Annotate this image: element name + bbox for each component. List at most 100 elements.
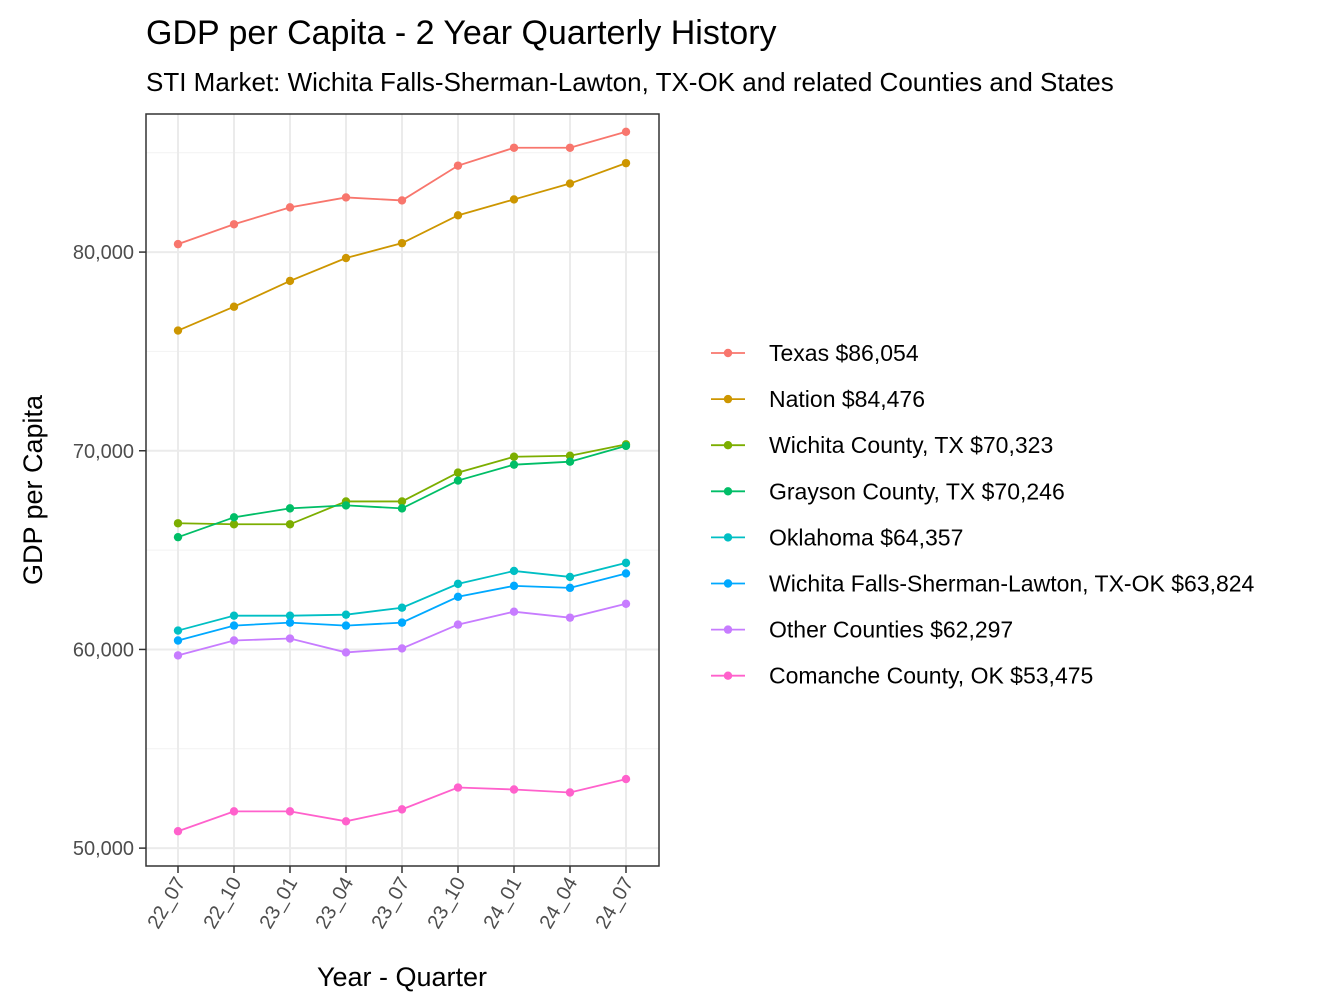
legend-label: Nation $84,476 — [769, 386, 925, 412]
data-point — [621, 774, 631, 784]
data-point — [397, 618, 407, 627]
y-tick-label: 50,000 — [73, 838, 134, 860]
data-point — [285, 807, 295, 816]
legend-entry: Wichita County, TX $70,323 — [711, 432, 1053, 458]
data-point — [565, 583, 575, 593]
legend-key-point — [723, 487, 733, 496]
legend-label: Texas $86,054 — [769, 340, 919, 366]
y-tick-label: 70,000 — [73, 441, 134, 463]
data-point — [173, 519, 183, 528]
legend-entry: Other Counties $62,297 — [711, 617, 1013, 643]
legend-entry: Wichita Falls-Sherman-Lawton, TX-OK $63,… — [711, 571, 1255, 597]
legend-key-point — [723, 441, 733, 450]
legend-entry: Oklahoma $64,357 — [711, 524, 963, 550]
x-tick-label: 22_07 — [143, 874, 190, 933]
data-point — [509, 143, 519, 152]
data-point — [621, 599, 631, 609]
data-point — [229, 513, 239, 522]
legend-key-point — [723, 533, 733, 542]
x-tick-label: 24_04 — [535, 874, 582, 933]
data-point — [341, 193, 351, 202]
legend-entry: Comanche County, OK $53,475 — [711, 663, 1093, 689]
data-point — [341, 648, 351, 657]
x-tick-label: 23_01 — [255, 874, 302, 933]
y-tick-label: 60,000 — [73, 639, 134, 661]
data-point — [453, 161, 463, 170]
legend-key-point — [723, 625, 733, 634]
data-point — [397, 504, 407, 513]
data-point — [565, 572, 575, 582]
data-point — [565, 451, 575, 460]
data-point — [285, 520, 295, 529]
data-point — [565, 457, 575, 466]
legend-key-point — [723, 348, 733, 358]
data-point — [285, 618, 295, 627]
data-point — [397, 497, 407, 506]
data-point — [229, 520, 239, 529]
data-point — [229, 636, 239, 645]
legend: Texas $86,054 Nation $84,476 Wichita Count… — [711, 340, 1255, 689]
plot-panel — [145, 113, 660, 867]
x-axis-title: Year - Quarter — [317, 962, 487, 992]
y-axis: 50,000 60,000 70,000 80,000 — [73, 242, 146, 860]
legend-entry: Grayson County, TX $70,246 — [711, 478, 1065, 504]
data-point — [285, 611, 295, 620]
chart-title: GDP per Capita - 2 Year Quarterly Histor… — [146, 14, 777, 52]
y-axis-title: GDP per Capita — [18, 394, 48, 585]
data-point — [397, 238, 407, 248]
data-point — [509, 452, 519, 461]
data-point — [229, 220, 239, 229]
series-4 — [173, 558, 631, 635]
data-point — [565, 179, 575, 188]
data-point — [341, 621, 351, 630]
x-tick-label: 24_01 — [479, 874, 526, 933]
legend-label: Grayson County, TX $70,246 — [769, 478, 1065, 504]
data-point — [285, 634, 295, 643]
x-tick-label: 24_07 — [591, 874, 638, 933]
legend-label: Wichita Falls-Sherman-Lawton, TX-OK $63,… — [769, 571, 1255, 597]
data-point — [397, 603, 407, 612]
data-point — [453, 211, 463, 220]
data-point — [173, 651, 183, 660]
x-tick-label: 22_10 — [199, 874, 246, 933]
data-point — [453, 620, 463, 629]
legend-key-point — [723, 579, 733, 588]
x-tick-label: 23_10 — [423, 874, 470, 933]
legend-label: Other Counties $62,297 — [769, 617, 1013, 643]
data-point — [341, 817, 351, 826]
data-point — [229, 621, 239, 630]
data-point — [173, 326, 183, 335]
data-point — [621, 441, 631, 451]
data-point — [621, 569, 631, 578]
data-point — [565, 613, 575, 622]
series-7 — [173, 774, 631, 836]
data-point — [229, 807, 239, 816]
data-point — [285, 504, 295, 513]
data-point — [621, 127, 631, 137]
data-point — [453, 468, 463, 477]
legend-entry: Nation $84,476 — [711, 386, 925, 412]
series-2 — [173, 440, 631, 529]
x-axis: 22_07 22_10 23_01 23_04 23_07 23_10 24_01 24_04… — [143, 866, 638, 933]
data-point — [397, 805, 407, 814]
grid-lines — [146, 114, 659, 866]
data-point — [285, 203, 295, 212]
data-point — [229, 302, 239, 311]
data-point — [453, 592, 463, 601]
legend-label: Wichita County, TX $70,323 — [769, 432, 1053, 458]
data-point — [285, 276, 295, 286]
legend-label: Oklahoma $64,357 — [769, 524, 963, 550]
data-point — [565, 143, 575, 152]
data-point — [173, 626, 183, 635]
x-tick-label: 23_07 — [367, 874, 414, 933]
data-point — [173, 532, 183, 542]
legend-entry: Texas $86,054 — [711, 340, 919, 366]
data-point — [509, 785, 519, 794]
series-5 — [173, 569, 631, 645]
data-point — [341, 610, 351, 619]
series-0 — [173, 127, 631, 249]
data-point — [229, 611, 239, 620]
data-point — [173, 636, 183, 645]
data-point — [621, 558, 631, 568]
